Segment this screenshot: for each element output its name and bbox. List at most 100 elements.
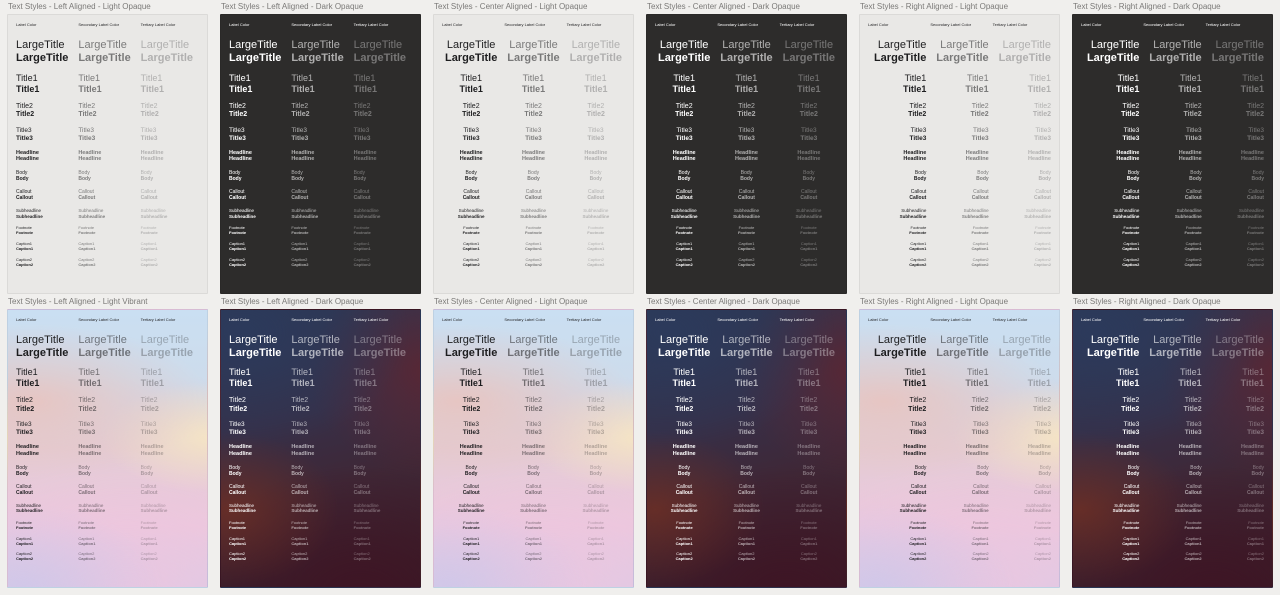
frame-title[interactable]: Text Styles - Right Aligned - Light Opaq…: [860, 3, 1009, 11]
text-style-group: Caption2 Caption2: [780, 552, 838, 562]
frame-title[interactable]: Text Styles - Center Aligned - Dark Opaq…: [647, 3, 800, 11]
text-style-group: Callout Callout: [655, 189, 713, 201]
frame-title[interactable]: Text Styles - Left Aligned - Dark Opaque: [221, 3, 364, 11]
label-color-column: Label Color LargeTitle LargeTitle Title1 Tit…: [655, 317, 713, 582]
text-style-sample: Caption2: [291, 256, 308, 262]
text-style-sample: Body: [464, 470, 478, 477]
label-color-column: Secondary Label Color LargeTitle LargeTitl…: [1143, 22, 1201, 287]
text-style-sample: Footnote: [140, 230, 158, 236]
column-header: Label Color: [655, 316, 676, 322]
text-style-sample: Footnote: [910, 225, 927, 231]
frame-title[interactable]: Text Styles - Center Aligned - Light Opa…: [434, 3, 588, 11]
text-style-group: Footnote Footnote: [717, 226, 775, 236]
text-style-sample: LargeTitle: [657, 52, 711, 65]
style-panel[interactable]: Label Color LargeTitle LargeTitle Title1 Tit…: [7, 308, 208, 588]
text-style-sample: Headline: [140, 450, 164, 457]
text-style-sample: Title3: [229, 429, 246, 437]
text-style-group: Callout Callout: [567, 189, 625, 201]
text-style-group: Subheadline Subheadline: [442, 503, 500, 514]
text-style-group: Subheadline Subheadline: [229, 503, 287, 514]
text-style-group: Caption1 Caption1: [717, 536, 775, 547]
frame-title[interactable]: Text Styles - Left Aligned - Light Vibra…: [8, 297, 148, 306]
text-style-sample: Subheadline: [670, 508, 698, 514]
text-style-group: Headline Headline: [442, 150, 500, 163]
text-style-sample: LargeTitle: [1211, 346, 1264, 359]
style-panel[interactable]: Label Color LargeTitle LargeTitle Title1 Tit…: [859, 308, 1060, 588]
text-style-sample: Title2: [462, 102, 480, 110]
text-style-sample: Caption1: [78, 540, 96, 546]
text-style-sample: Callout: [78, 489, 96, 496]
text-style-sample: Title2: [525, 102, 542, 110]
text-style-group: Body Body: [442, 170, 500, 182]
text-style-sample: Title2: [738, 397, 755, 405]
frame-title[interactable]: Text Styles - Right Aligned - Light Opaq…: [860, 297, 1009, 306]
text-style-sample: Headline: [735, 450, 758, 457]
text-style-sample: Callout: [588, 483, 604, 490]
text-style-group: Subheadline Subheadline: [291, 503, 349, 514]
frame-title[interactable]: Text Styles - Center Aligned - Dark Opaq…: [647, 297, 800, 306]
text-style-sample: Callout: [1122, 195, 1140, 202]
text-style-sample: Title3: [140, 126, 157, 134]
frame-title[interactable]: Text Styles - Left Aligned - Light Opaqu…: [8, 3, 151, 11]
text-style-group: Subheadline Subheadline: [78, 503, 136, 514]
text-style-sample: Title2: [140, 397, 158, 405]
text-style-sample: Title3: [1184, 134, 1202, 142]
text-style-sample: Callout: [909, 195, 927, 202]
text-style-sample: Callout: [1248, 483, 1264, 490]
text-style-group: Headline Headline: [930, 444, 989, 457]
text-style-group: LargeTitle LargeTitle: [1206, 39, 1264, 66]
text-style-sample: Caption1: [525, 241, 542, 247]
text-style-sample: Caption2: [229, 551, 246, 557]
text-style-sample: Title3: [353, 126, 370, 134]
style-panel[interactable]: Label Color LargeTitle LargeTitle Title1 Tit…: [1072, 14, 1273, 294]
text-style-sample: Subheadline: [229, 213, 256, 219]
text-style-group: Title3 Title3: [442, 127, 500, 143]
frame-title[interactable]: Text Styles - Center Aligned - Light Opa…: [434, 297, 588, 306]
text-style-sample: Caption1: [1247, 241, 1264, 247]
text-style-sample: Title1: [16, 378, 40, 389]
text-style-sample: Body: [78, 470, 91, 477]
text-style-sample: Title3: [1247, 134, 1264, 142]
style-panel[interactable]: Label Color LargeTitle LargeTitle Title1 Tit…: [859, 14, 1060, 294]
text-style-sample: Body: [527, 470, 540, 477]
frame-title[interactable]: Text Styles - Right Aligned - Dark Opaqu…: [1073, 297, 1221, 306]
text-style-group: Title3 Title3: [717, 421, 775, 437]
text-style-sample: Body: [140, 470, 154, 477]
text-style-sample: Title1: [965, 83, 989, 94]
text-style-sample: Body: [1038, 470, 1051, 477]
style-panel[interactable]: Label Color LargeTitle LargeTitle Title1 Tit…: [1072, 308, 1273, 588]
text-style-sample: LargeTitle: [78, 346, 131, 359]
text-style-sample: Caption1: [525, 535, 542, 541]
text-style-group: LargeTitle LargeTitle: [16, 334, 74, 361]
text-style-group: Footnote Footnote: [1143, 520, 1202, 531]
text-style-sample: Title2: [78, 111, 97, 119]
style-panel[interactable]: Label Color LargeTitle LargeTitle Title1 Tit…: [646, 14, 847, 294]
style-panel[interactable]: Label Color LargeTitle LargeTitle Title1 Tit…: [7, 14, 208, 294]
style-panel[interactable]: Label Color LargeTitle LargeTitle Title1 Tit…: [433, 308, 634, 588]
frame-title[interactable]: Text Styles - Right Aligned - Dark Opaqu…: [1073, 3, 1221, 11]
text-style-sample: Body: [229, 470, 242, 477]
style-panel[interactable]: Label Color LargeTitle LargeTitle Title1 Tit…: [220, 14, 421, 294]
text-style-sample: Caption1: [1185, 241, 1202, 247]
style-panel[interactable]: Label Color LargeTitle LargeTitle Title1 Tit…: [646, 308, 847, 588]
text-style-sample: Callout: [1123, 483, 1140, 490]
style-panel[interactable]: Label Color LargeTitle LargeTitle Title1 Tit…: [433, 14, 634, 294]
text-style-sample: Caption2: [1185, 551, 1202, 557]
text-style-sample: Title2: [909, 397, 927, 405]
text-style-sample: Callout: [291, 189, 307, 196]
text-style-sample: Callout: [738, 483, 755, 490]
text-style-sample: Title1: [673, 72, 695, 83]
text-style-group: Headline Headline: [442, 444, 500, 457]
label-color-column: Tertiary Label Color LargeTitle LargeTitle…: [993, 22, 1051, 287]
text-style-sample: Headline: [672, 444, 696, 451]
text-style-sample: Title3: [587, 126, 604, 134]
text-style-sample: Callout: [1184, 195, 1202, 202]
text-style-sample: Headline: [584, 156, 608, 163]
text-style-group: LargeTitle LargeTitle: [868, 39, 926, 66]
text-style-group: Callout Callout: [78, 189, 136, 201]
style-panel[interactable]: Label Color LargeTitle LargeTitle Title1 Tit…: [220, 308, 421, 588]
frame-title[interactable]: Text Styles - Left Aligned - Dark Opaque: [221, 297, 364, 306]
text-style-group: Title1 Title1: [291, 367, 349, 389]
text-style-sample: Title1: [140, 83, 164, 94]
column-header: Label Color: [655, 22, 676, 27]
